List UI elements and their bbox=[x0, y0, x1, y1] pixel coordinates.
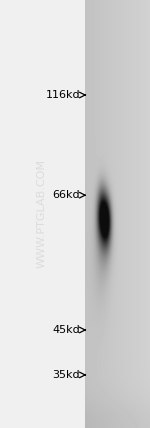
Text: 45kd: 45kd bbox=[52, 325, 80, 335]
Text: 35kd: 35kd bbox=[53, 370, 80, 380]
Text: 66kd: 66kd bbox=[53, 190, 80, 200]
Text: WWW.PTGLAB.COM: WWW.PTGLAB.COM bbox=[37, 160, 47, 268]
Text: 116kd: 116kd bbox=[46, 90, 80, 100]
